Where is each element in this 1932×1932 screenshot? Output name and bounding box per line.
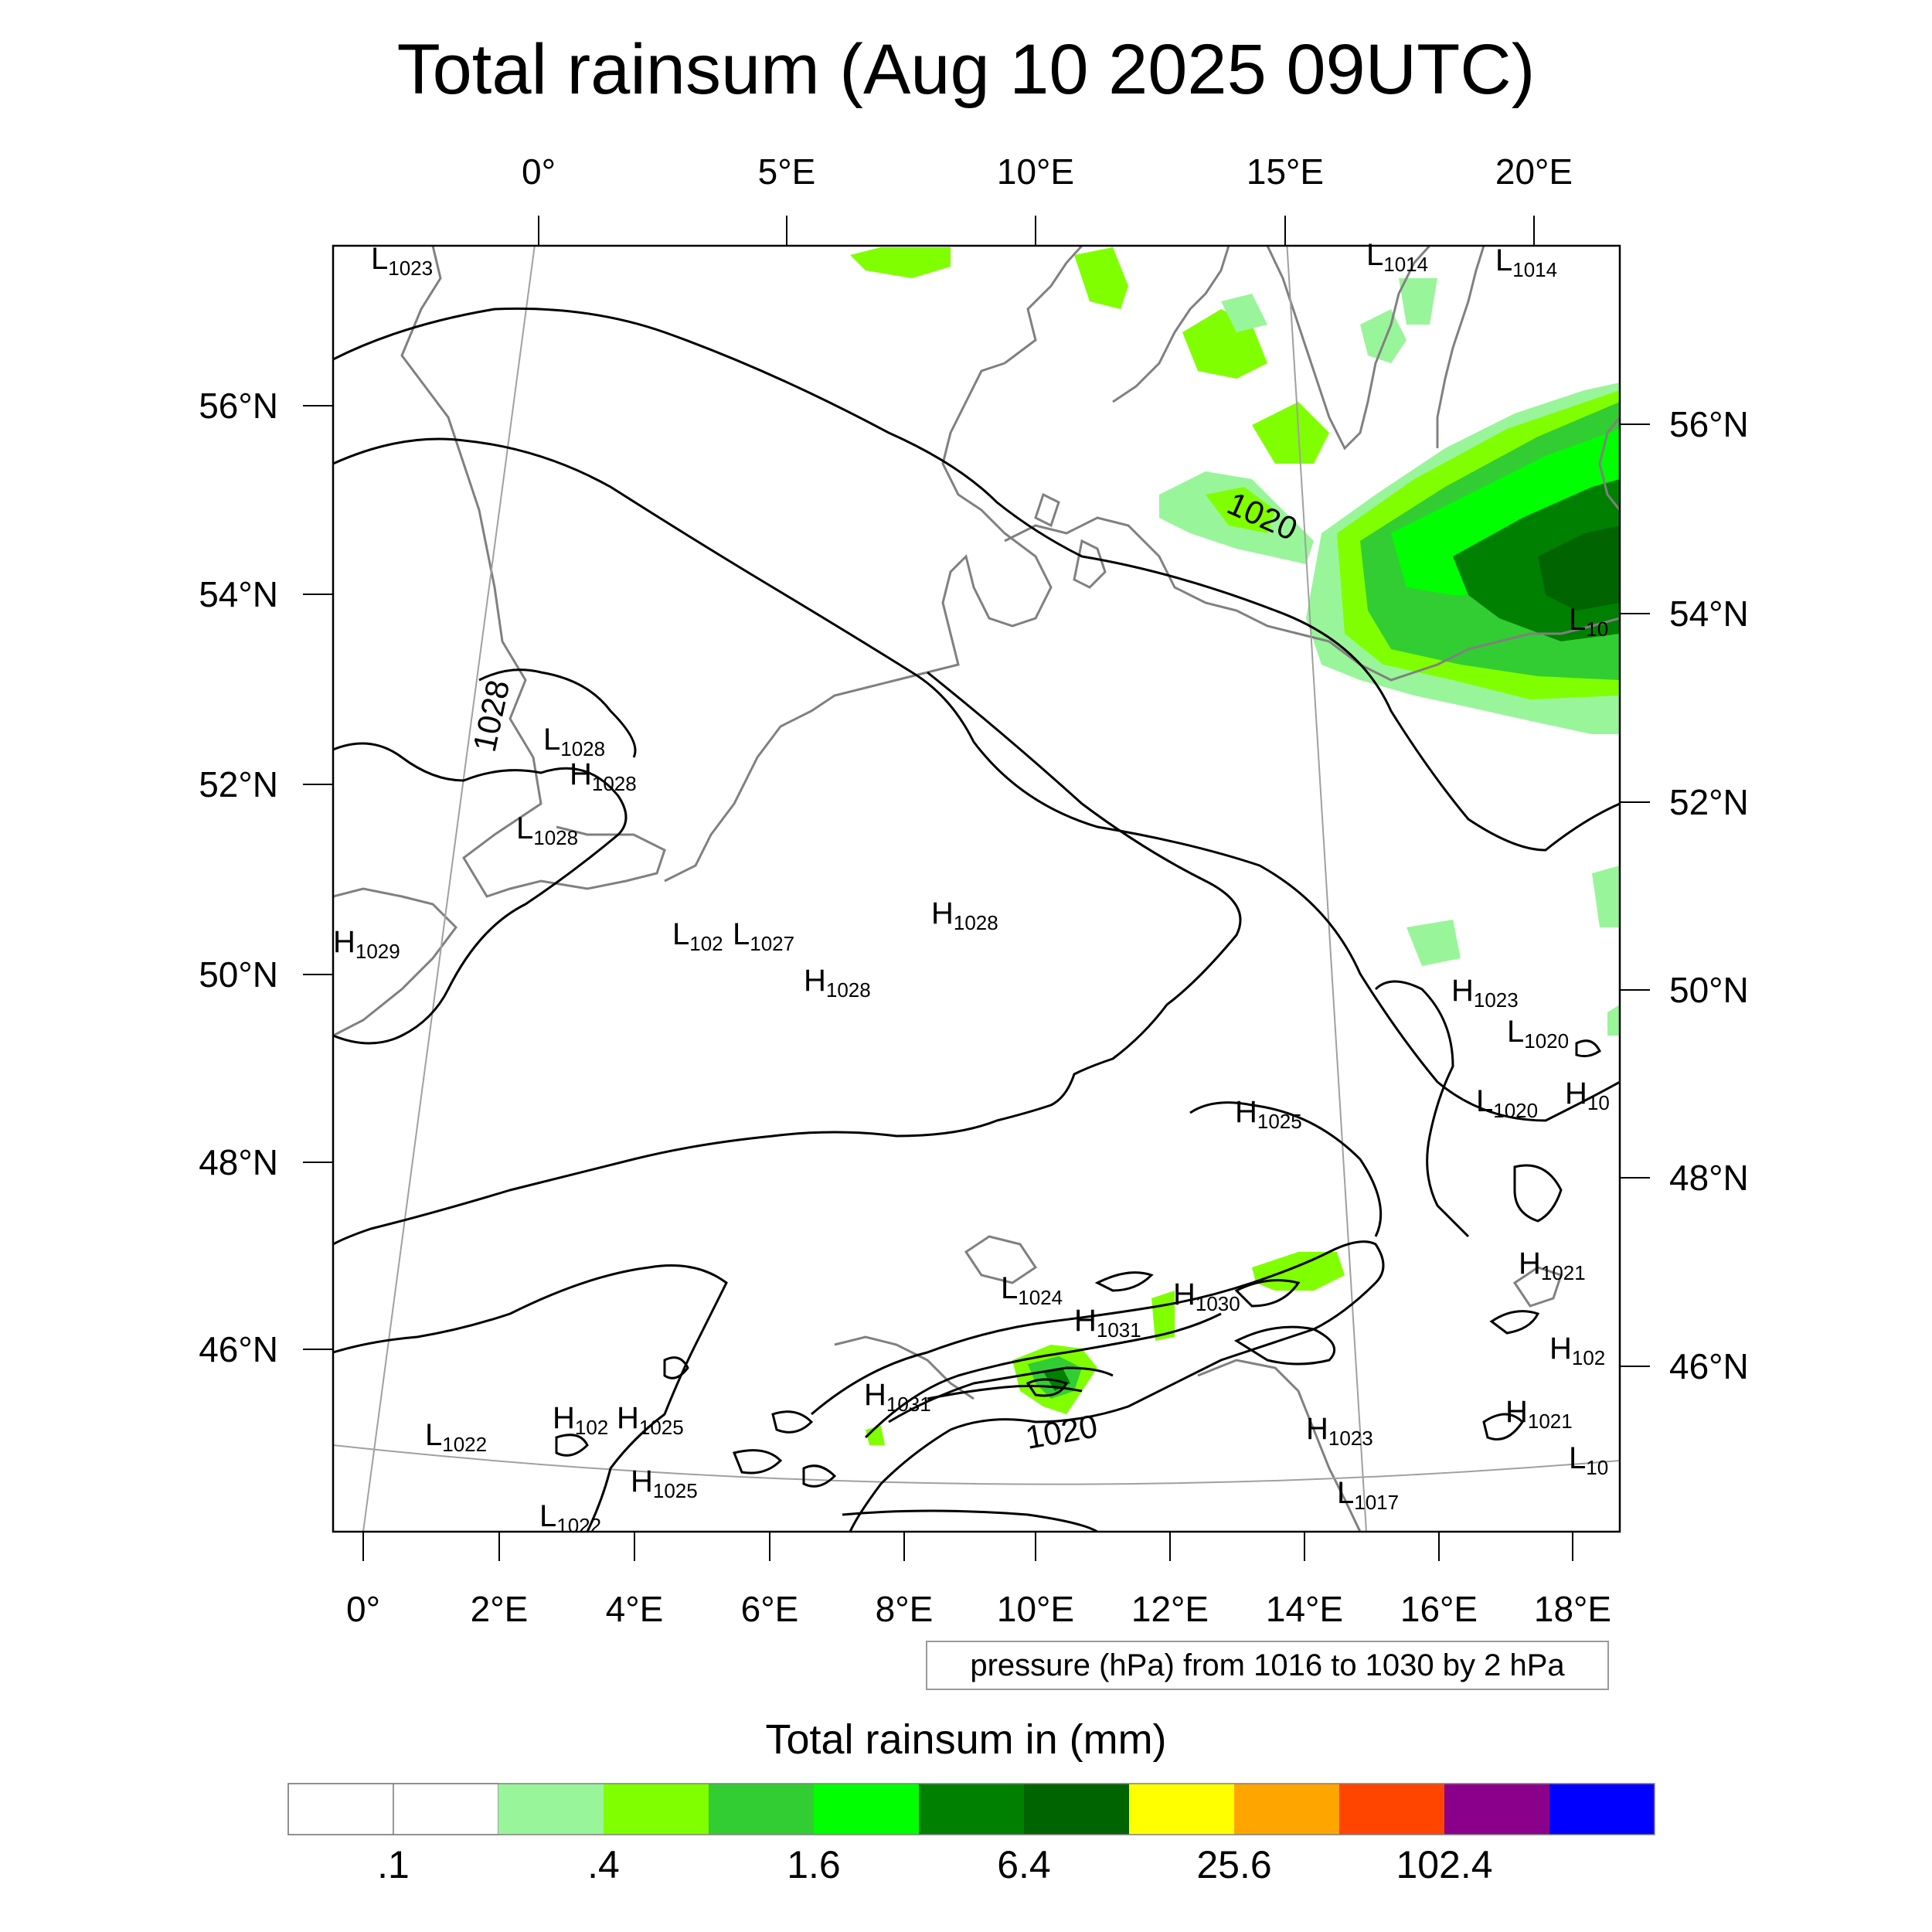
- pressure-low-label: L1022: [425, 1418, 487, 1456]
- bottom-axis-label: 4°E: [606, 1589, 664, 1629]
- colorbar-swatch: [604, 1784, 709, 1835]
- top-axis-label: 10°E: [997, 151, 1074, 192]
- pressure-high-label: H1025: [631, 1464, 698, 1502]
- pressure-low-label: L1017: [1337, 1476, 1399, 1514]
- colorbar-label: .4: [587, 1843, 620, 1886]
- top-axis-label: 15°E: [1247, 151, 1324, 192]
- rain-field-baltic: [1159, 383, 1620, 734]
- pressure-low-label: L1028: [516, 811, 578, 849]
- rain-field-scandinavia: [850, 247, 1620, 1036]
- pressure-high-label: H102: [553, 1401, 608, 1439]
- pressure-low-label: L1024: [1001, 1271, 1063, 1309]
- pressure-low-label: L10: [1569, 1441, 1608, 1479]
- pressure-high-label: H1029: [333, 925, 400, 963]
- pressure-centers: L1023 L1014 L1014 L1028 H1028 L1028 H102…: [333, 238, 1610, 1537]
- right-axis-label: 48°N: [1669, 1158, 1749, 1198]
- pressure-low-label: L1014: [1366, 238, 1428, 276]
- right-axis-label: 54°N: [1669, 594, 1749, 634]
- colorbar-label: 102.4: [1396, 1843, 1492, 1886]
- bottom-axis-label: 14°E: [1266, 1589, 1343, 1629]
- pressure-low-label: L102: [672, 917, 723, 955]
- colorbar-swatch: [814, 1784, 919, 1835]
- left-axis-label: 50°N: [199, 954, 278, 995]
- bottom-axis-label: 16°E: [1400, 1589, 1478, 1629]
- pressure-low-label: L1023: [371, 242, 433, 280]
- pressure-low-label: L1022: [539, 1499, 601, 1537]
- pressure-high-label: H1031: [1074, 1304, 1141, 1342]
- pressure-high-label: H1025: [1235, 1095, 1302, 1133]
- pressure-low-label: L1020: [1507, 1015, 1569, 1053]
- bottom-axis-label: 8°E: [876, 1589, 934, 1629]
- colorbar-title: Total rainsum in (mm): [765, 1716, 1167, 1763]
- colorbar: [287, 1783, 1655, 1835]
- top-axis-label: 5°E: [758, 151, 816, 192]
- colorbar-swatch: [498, 1784, 604, 1835]
- coastlines: [333, 246, 1620, 1532]
- pressure-low-label: L1028: [543, 723, 605, 760]
- map-border: [332, 244, 1621, 1533]
- pressure-high-label: H1021: [1505, 1395, 1573, 1433]
- colorbar-label: 6.4: [997, 1843, 1051, 1886]
- colorbar-swatch: [1024, 1784, 1129, 1835]
- left-axis-label: 48°N: [199, 1142, 278, 1182]
- left-axis-label: 46°N: [199, 1329, 278, 1369]
- bottom-axis-label: 12°E: [1131, 1589, 1209, 1629]
- map-title: Total rainsum (Aug 10 2025 09UTC): [396, 30, 1536, 109]
- top-axis-label: 20°E: [1495, 151, 1573, 192]
- pressure-high-label: H1030: [1173, 1277, 1240, 1315]
- colorbar-swatch: [709, 1784, 814, 1835]
- pressure-high-label: H1028: [570, 757, 637, 795]
- colorbar-swatch: [919, 1784, 1024, 1835]
- top-axis-label: 0°: [522, 151, 556, 192]
- axis-ticks: [303, 216, 1650, 1561]
- pressure-low-label: L1014: [1495, 243, 1557, 281]
- pressure-high-label: H1031: [864, 1378, 931, 1416]
- pressure-high-label: H1021: [1519, 1247, 1586, 1284]
- colorbar-swatch: [1234, 1784, 1339, 1835]
- pressure-high-label: H1028: [804, 964, 871, 1002]
- colorbar-swatch: [287, 1783, 394, 1835]
- colorbar-swatch: [1444, 1784, 1549, 1835]
- colorbar-swatch: [393, 1783, 499, 1835]
- pressure-low-label: L1020: [1476, 1084, 1538, 1122]
- pressure-high-label: H1023: [1306, 1412, 1373, 1450]
- right-axis-label: 50°N: [1669, 970, 1749, 1010]
- pressure-high-label: H1023: [1451, 974, 1519, 1012]
- left-axis-label: 56°N: [199, 386, 278, 426]
- graticule: [333, 246, 1620, 1532]
- bottom-axis-label: 18°E: [1534, 1589, 1611, 1629]
- right-axis-label: 46°N: [1669, 1346, 1749, 1386]
- pressure-low-label: L10: [1569, 603, 1608, 641]
- right-axis-label: 56°N: [1669, 404, 1749, 444]
- bottom-axis-label: 6°E: [741, 1589, 799, 1629]
- right-axis-label: 52°N: [1669, 782, 1749, 822]
- contour-info-box: pressure (hPa) from 1016 to 1030 by 2 hP…: [926, 1641, 1609, 1690]
- pressure-high-label: H102: [1549, 1332, 1605, 1369]
- colorbar-label: 1.6: [787, 1843, 841, 1886]
- bottom-axis-label: 2°E: [471, 1589, 529, 1629]
- isobars: [333, 307, 1620, 1532]
- pressure-low-label: L1027: [733, 917, 794, 955]
- colorbar-label: 25.6: [1196, 1843, 1271, 1886]
- pressure-high-label: H1025: [617, 1401, 684, 1439]
- colorbar-swatch: [1549, 1784, 1655, 1835]
- pressure-high-label: H1028: [931, 896, 998, 934]
- map-frame-bg: [333, 246, 1620, 1532]
- pressure-high-label: H10: [1565, 1077, 1610, 1114]
- colorbar-swatch: [1129, 1784, 1234, 1835]
- bottom-axis-label: 10°E: [997, 1589, 1074, 1629]
- bottom-axis-label: 0°: [346, 1589, 380, 1629]
- left-axis-label: 54°N: [199, 574, 278, 614]
- colorbar-swatch: [1339, 1784, 1444, 1835]
- colorbar-label: .1: [377, 1843, 410, 1886]
- left-axis-label: 52°N: [199, 764, 278, 804]
